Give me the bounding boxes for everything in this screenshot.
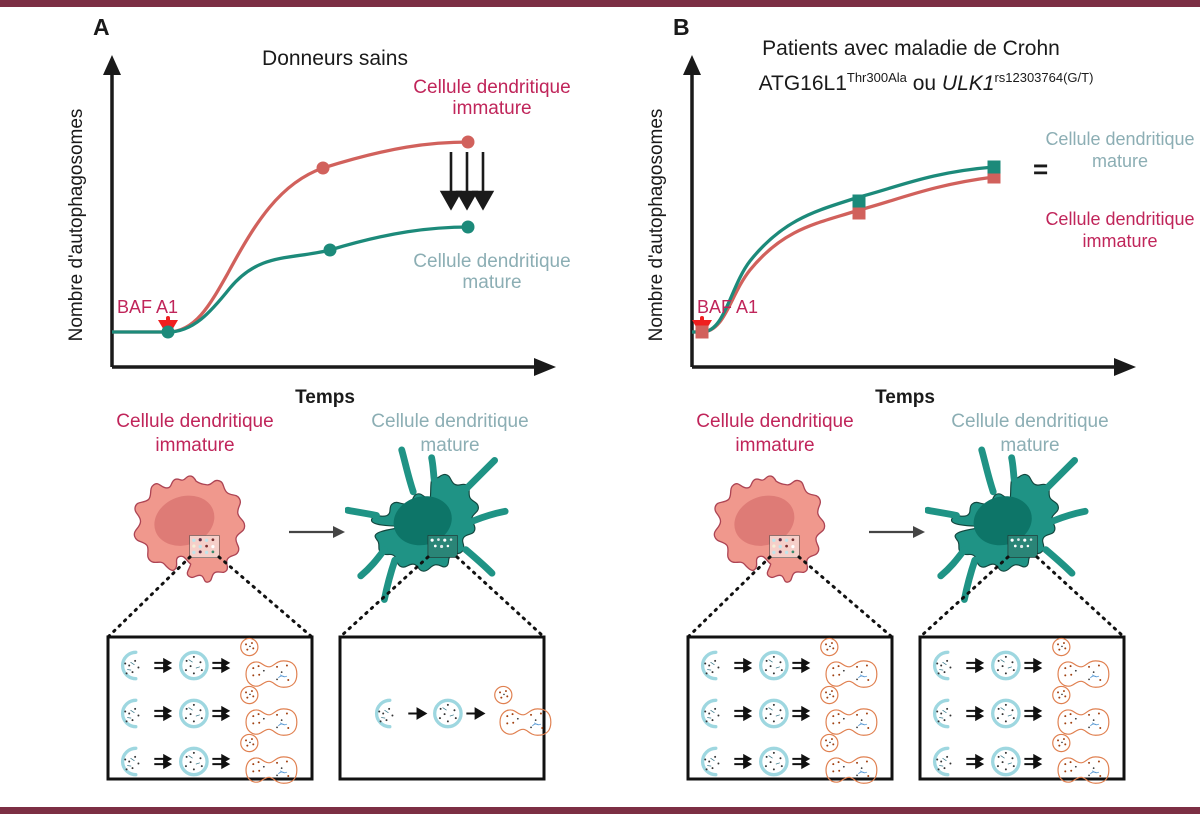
svg-text:Patients avec maladie de Crohn: Patients avec maladie de Crohn xyxy=(762,37,1060,60)
svg-text:mature: mature xyxy=(1092,151,1148,171)
svg-text:Nombre d'autophagosomes: Nombre d'autophagosomes xyxy=(646,109,667,342)
svg-text:Cellule dendritique: Cellule dendritique xyxy=(1045,209,1194,229)
svg-text:immature: immature xyxy=(452,98,531,119)
svg-text:BAF A1: BAF A1 xyxy=(697,297,758,317)
svg-text:Nombre d'autophagosomes: Nombre d'autophagosomes xyxy=(66,109,87,342)
svg-text:Donneurs sains: Donneurs sains xyxy=(262,47,408,70)
svg-text:BAF A1: BAF A1 xyxy=(117,297,178,317)
svg-text:Cellule dendritique: Cellule dendritique xyxy=(1045,129,1194,149)
svg-text:=: = xyxy=(1033,154,1048,184)
svg-text:Cellule dendritique: Cellule dendritique xyxy=(413,77,570,98)
svg-text:mature: mature xyxy=(462,272,521,293)
svg-text:immature: immature xyxy=(1082,231,1157,251)
svg-text:Cellule dendritique: Cellule dendritique xyxy=(413,251,570,272)
svg-text:ATG16L1Thr300Ala ou ULK1rs1230: ATG16L1Thr300Ala ou ULK1rs12303764(G/T) xyxy=(759,70,1094,95)
